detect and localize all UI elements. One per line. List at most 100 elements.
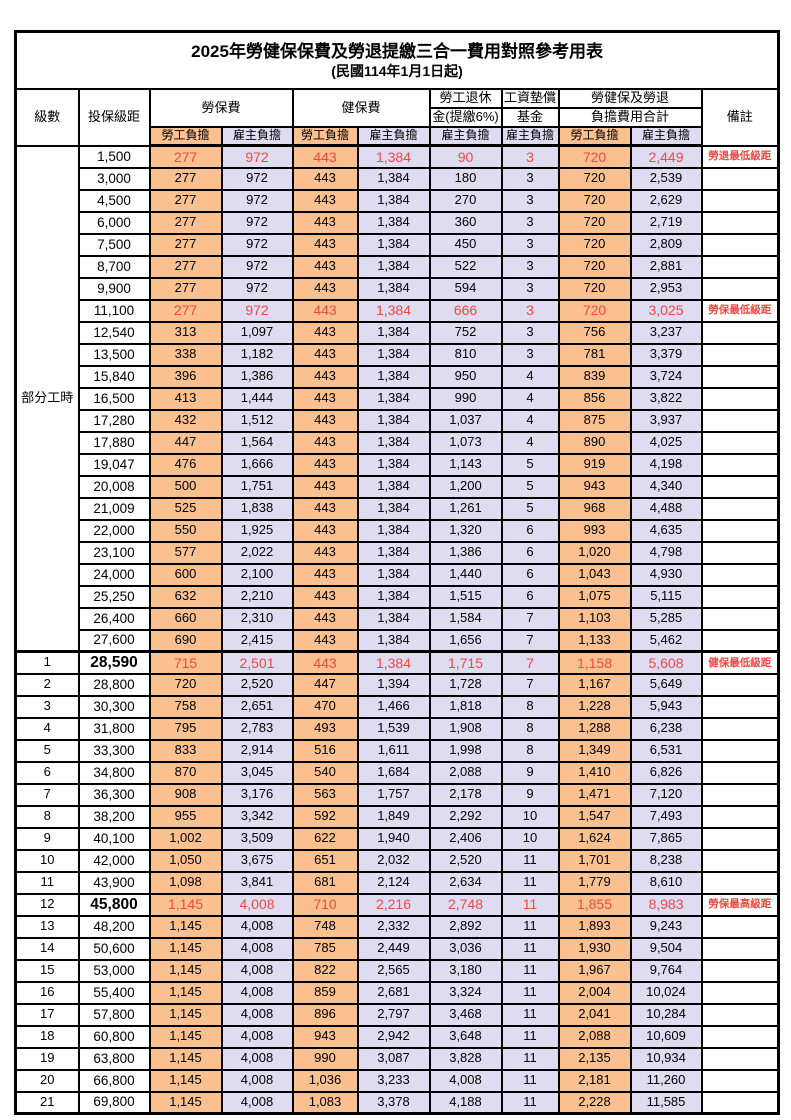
value-cell: 1,020 xyxy=(557,540,632,565)
remark-cell xyxy=(700,166,780,191)
value-cell: 1,075 xyxy=(557,584,632,609)
value-cell: 1,384 xyxy=(356,298,431,323)
value-cell: 660 xyxy=(148,606,223,631)
value-cell: 622 xyxy=(291,826,359,851)
remark-cell xyxy=(700,826,780,851)
level-cell: 18 xyxy=(14,1024,80,1049)
value-cell: 7 xyxy=(500,650,560,675)
title-cell: 2025年勞健保保費及勞退提繳三合一費用對照參考用表 (民國114年1月1日起) xyxy=(14,30,780,90)
bracket-cell: 50,600 xyxy=(77,936,151,961)
value-cell: 4,008 xyxy=(220,1068,294,1093)
value-cell: 277 xyxy=(148,232,223,257)
value-cell: 1,908 xyxy=(428,716,503,741)
value-cell: 1,384 xyxy=(356,562,431,587)
value-cell: 9,764 xyxy=(629,958,703,983)
table-row: 6 34,800 870 3,045 540 1,684 2,088 9 1,410 6,826 xyxy=(14,760,780,785)
value-cell: 3 xyxy=(500,188,560,213)
table-row: 19 63,800 1,145 4,008 990 3,087 3,828 11 2,135 10… xyxy=(14,1046,780,1071)
value-cell: 1,261 xyxy=(428,496,503,521)
value-cell: 5,462 xyxy=(629,628,703,653)
value-cell: 943 xyxy=(557,474,632,499)
value-cell: 11 xyxy=(500,1024,560,1049)
value-cell: 748 xyxy=(291,914,359,939)
value-cell: 1,539 xyxy=(356,716,431,741)
value-cell: 758 xyxy=(148,694,223,719)
value-cell: 690 xyxy=(148,628,223,653)
value-cell: 5 xyxy=(500,452,560,477)
value-cell: 7,120 xyxy=(629,782,703,807)
value-cell: 592 xyxy=(291,804,359,829)
bracket-cell: 40,100 xyxy=(77,826,151,851)
bracket-cell: 45,800 xyxy=(77,892,151,917)
value-cell: 1,384 xyxy=(356,276,431,301)
remark-cell xyxy=(700,958,780,983)
value-cell: 3,342 xyxy=(220,804,294,829)
bracket-cell: 53,000 xyxy=(77,958,151,983)
value-cell: 1,384 xyxy=(356,584,431,609)
remark-cell xyxy=(700,672,780,697)
value-cell: 2,719 xyxy=(629,210,703,235)
value-cell: 443 xyxy=(291,628,359,653)
value-cell: 2,310 xyxy=(220,606,294,631)
value-cell: 2,181 xyxy=(557,1068,632,1093)
bracket-cell: 19,047 xyxy=(77,452,151,477)
value-cell: 594 xyxy=(428,276,503,301)
value-cell: 443 xyxy=(291,342,359,367)
value-cell: 90 xyxy=(428,144,503,169)
value-cell: 3,176 xyxy=(220,782,294,807)
value-cell: 2,520 xyxy=(428,848,503,873)
value-cell: 2,449 xyxy=(629,144,703,169)
bracket-cell: 22,000 xyxy=(77,518,151,543)
value-cell: 5,943 xyxy=(629,694,703,719)
bracket-cell: 30,300 xyxy=(77,694,151,719)
value-cell: 1,384 xyxy=(356,232,431,257)
value-cell: 10,284 xyxy=(629,1002,703,1027)
bracket-cell: 36,300 xyxy=(77,782,151,807)
bracket-cell: 55,400 xyxy=(77,980,151,1005)
value-cell: 833 xyxy=(148,738,223,763)
col-header-pension-line1: 勞工退休 xyxy=(428,88,503,109)
value-cell: 681 xyxy=(291,870,359,895)
bracket-cell: 27,600 xyxy=(77,628,151,653)
table-row: 25,250 632 2,210 443 1,384 1,515 6 1,075 5,115 xyxy=(16,584,780,609)
level-cell: 15 xyxy=(14,958,80,983)
value-cell: 1,564 xyxy=(220,430,294,455)
value-cell: 3 xyxy=(500,232,560,257)
value-cell: 11 xyxy=(500,1046,560,1071)
value-cell: 443 xyxy=(291,540,359,565)
value-cell: 9 xyxy=(500,782,560,807)
value-cell: 1,182 xyxy=(220,342,294,367)
col-header-total-employer: 雇主負擔 xyxy=(629,126,703,147)
value-cell: 651 xyxy=(291,848,359,873)
value-cell: 8 xyxy=(500,716,560,741)
value-cell: 1,394 xyxy=(356,672,431,697)
value-cell: 1,818 xyxy=(428,694,503,719)
value-cell: 3,379 xyxy=(629,342,703,367)
remark-cell xyxy=(700,188,780,213)
table-row: 17,880 447 1,564 443 1,384 1,073 4 890 4,025 xyxy=(16,430,780,455)
value-cell: 720 xyxy=(557,232,632,257)
value-cell: 277 xyxy=(148,166,223,191)
value-cell: 4,008 xyxy=(220,958,294,983)
value-cell: 908 xyxy=(148,782,223,807)
value-cell: 447 xyxy=(291,672,359,697)
table-row: 12,540 313 1,097 443 1,384 752 3 756 3,237 xyxy=(16,320,780,345)
premium-table: 2025年勞健保保費及勞退提繳三合一費用對照參考用表 (民國114年1月1日起)… xyxy=(14,30,781,1115)
bracket-cell: 6,000 xyxy=(77,210,151,235)
table-row: 6,000 277 972 443 1,384 360 3 720 2,719 xyxy=(16,210,780,235)
table-row: 11 43,900 1,098 3,841 681 2,124 2,634 11 1,779 8,… xyxy=(14,870,780,895)
table-row: 21,009 525 1,838 443 1,384 1,261 5 968 4,488 xyxy=(16,496,780,521)
value-cell: 1,097 xyxy=(220,320,294,345)
value-cell: 3,509 xyxy=(220,826,294,851)
value-cell: 810 xyxy=(428,342,503,367)
value-cell: 2,332 xyxy=(356,914,431,939)
value-cell: 1,384 xyxy=(356,210,431,235)
value-cell: 277 xyxy=(148,144,223,169)
value-cell: 3,237 xyxy=(629,320,703,345)
remark-cell xyxy=(700,474,780,499)
value-cell: 1,145 xyxy=(148,1068,223,1093)
bracket-cell: 24,000 xyxy=(77,562,151,587)
col-header-wage-fund-line2: 基金 xyxy=(500,107,560,128)
remark-cell: 勞保最高級距 xyxy=(700,892,780,917)
value-cell: 2,953 xyxy=(629,276,703,301)
